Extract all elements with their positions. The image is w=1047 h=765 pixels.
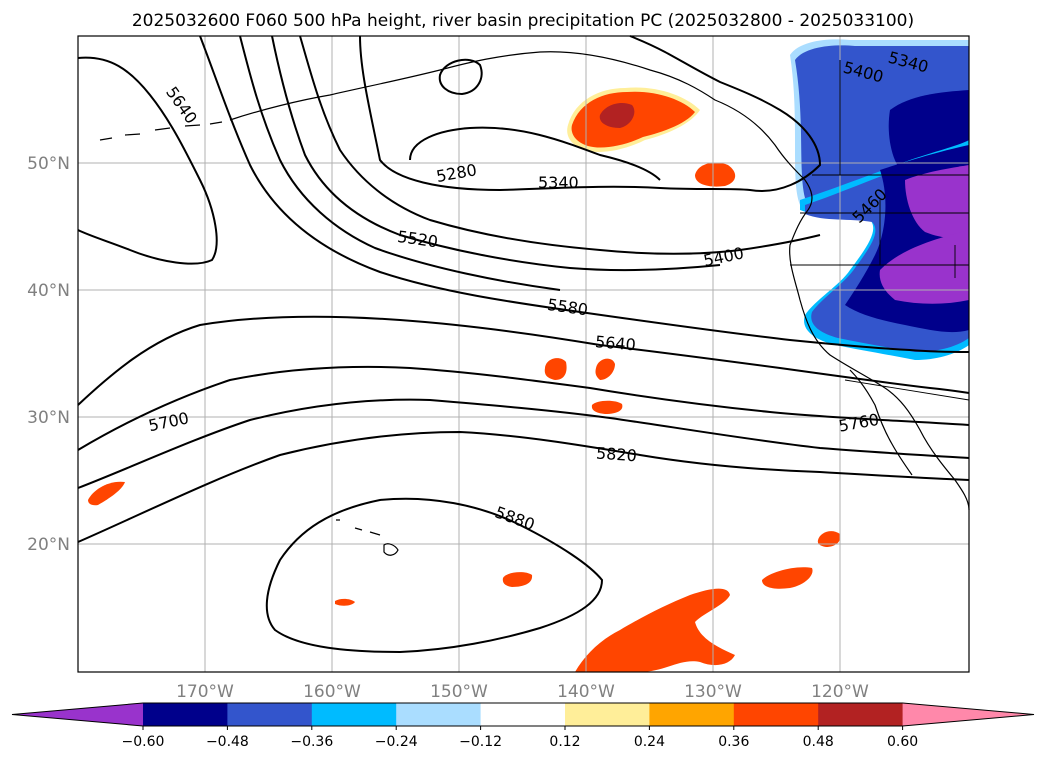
precip-pos-south-band <box>575 588 735 672</box>
lon-tick-label: 120°W <box>811 682 869 702</box>
map-frame <box>77 35 970 673</box>
precip-pos-offshore-bc <box>695 162 736 187</box>
precip-pos-blob-5 <box>762 567 813 589</box>
colorbar-swatch <box>649 703 735 726</box>
political-borders <box>790 60 970 401</box>
precip-pos-gulf-alaska-core <box>599 103 635 128</box>
lon-tick-label: 160°W <box>303 682 361 702</box>
precip-pos-blob-1 <box>544 358 567 380</box>
contour-5820 <box>77 430 970 543</box>
contour-label: 5340 <box>538 173 579 192</box>
colorbar-swatch <box>396 703 482 726</box>
colorbar-tick-label: 0.60 <box>887 734 918 750</box>
colorbar-tick-labels: −0.60 −0.48 −0.36 −0.24 −0.12 0.12 0.24 0.36 0.4… <box>122 734 919 750</box>
graticule <box>78 36 969 672</box>
colorbar-tick-label: −0.12 <box>459 734 502 750</box>
lon-tick-labels: 170°W 160°W 150°W 140°W 130°W 120°W <box>176 682 869 702</box>
precip-pos-gulf-alaska-inner <box>571 91 695 148</box>
aleutian-chain <box>99 121 223 141</box>
contour-5280 <box>409 126 661 181</box>
alaska-coast <box>229 51 813 211</box>
colorbar-tick-label: −0.36 <box>290 734 333 750</box>
colorbar-extend-min <box>12 703 143 726</box>
lat-tick-label: 30°N <box>27 408 70 428</box>
contour-5640-west <box>77 56 218 265</box>
precip-neg-ca-purple2 <box>879 230 969 304</box>
contour-5700 <box>77 365 970 451</box>
precip-pos-blob-3 <box>591 400 623 414</box>
contour-label: 5820 <box>595 443 637 465</box>
contour-5760 <box>77 398 970 489</box>
colorbar-extend-max <box>902 703 1034 726</box>
colorbar-swatch <box>227 703 313 726</box>
hawaii-islands <box>336 519 399 556</box>
colorbar-tick-label: −0.24 <box>375 734 418 750</box>
contour-5460 <box>271 35 721 272</box>
colorbar-tick-label: 0.12 <box>549 734 580 750</box>
colorbar-tick-label: −0.48 <box>206 734 249 750</box>
contour-5340 <box>359 35 822 192</box>
colorbar <box>11 702 1035 730</box>
colorbar-swatch <box>311 703 397 726</box>
colorbar-tick-label: −0.60 <box>122 734 165 750</box>
lon-tick-label: 170°W <box>176 682 234 702</box>
lat-tick-label: 20°N <box>27 535 70 555</box>
colorbar-swatch <box>143 703 228 726</box>
lat-tick-label: 40°N <box>27 281 70 301</box>
map-title: 2025032600 F060 500 hPa height, river ba… <box>132 11 914 31</box>
bc-coast <box>789 209 970 511</box>
colorbar-tick-label: 0.48 <box>803 734 834 750</box>
height-contours <box>77 35 970 654</box>
precip-pos-west-blob <box>88 481 125 506</box>
contour-label: 5640 <box>594 332 636 354</box>
contour-5880 <box>265 497 604 654</box>
colorbar-swatch <box>480 703 566 726</box>
colorbar-swatch <box>818 703 904 726</box>
contour-5520 <box>239 35 561 291</box>
contour-5580 <box>199 35 970 353</box>
colorbar-swatch <box>733 703 819 726</box>
lat-tick-label: 50°N <box>27 154 70 174</box>
precip-pos-blob-4 <box>502 572 533 587</box>
colorbar-tick-label: 0.36 <box>718 734 749 750</box>
contour-5400 <box>299 35 821 255</box>
baja-coast <box>849 369 913 476</box>
lon-tick-label: 130°W <box>684 682 742 702</box>
colorbar-tick-label: 0.24 <box>634 734 665 750</box>
precip-pos-blob-2 <box>595 358 615 380</box>
lat-tick-labels: 50°N 40°N 30°N 20°N <box>27 154 70 555</box>
precip-negative-shading <box>790 39 969 360</box>
precip-pos-blob-6 <box>817 531 841 547</box>
precip-neg-north-mid <box>795 45 969 202</box>
contour-5280-closed <box>438 58 483 96</box>
precip-neg-ca-purple1 <box>905 165 969 238</box>
precip-positive-shading <box>88 87 841 672</box>
lon-tick-label: 150°W <box>430 682 488 702</box>
coastlines <box>99 51 970 556</box>
contour-5640-main <box>77 315 970 406</box>
colorbar-swatch <box>565 703 650 726</box>
precip-pos-small-blob <box>335 598 355 606</box>
lon-tick-label: 140°W <box>557 682 615 702</box>
